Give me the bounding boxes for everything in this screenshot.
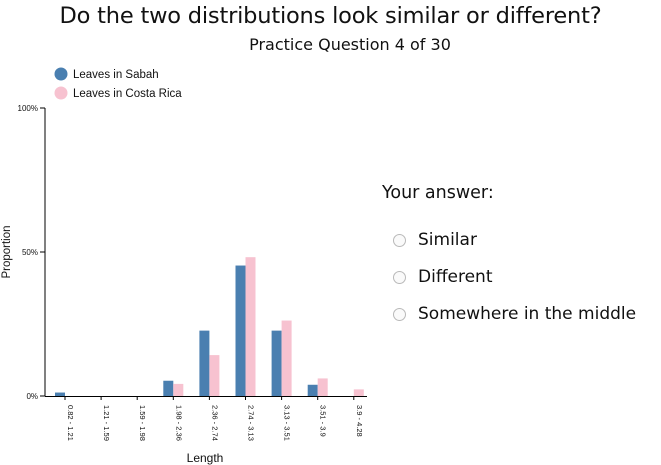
- bar-sabah-5: [235, 265, 246, 396]
- bar-sabah-7: [307, 384, 318, 396]
- legend-swatch-costa-rica: [54, 86, 68, 100]
- x-tick-label: 0.82 - 1.21: [66, 405, 75, 441]
- legend-swatch-sabah: [54, 67, 68, 81]
- x-tick-label: 2.74 - 3.13: [247, 405, 256, 441]
- option-different[interactable]: Different: [393, 265, 493, 289]
- bar-sabah-4: [199, 330, 210, 396]
- bar-costa-rica-8: [353, 389, 364, 396]
- bar-sabah-3: [163, 380, 174, 396]
- legend-label-costa-rica: Leaves in Costa Rica: [73, 88, 182, 100]
- option-somewhere-in-the-middle-label: Somewhere in the middle: [418, 304, 637, 324]
- radio-similar[interactable]: [393, 233, 406, 247]
- bar-costa-rica-6: [281, 320, 292, 396]
- radio-different[interactable]: [393, 270, 406, 284]
- question-progress: Practice Question 4 of 30: [249, 35, 451, 54]
- option-somewhere-in-the-middle[interactable]: Somewhere in the middle: [393, 302, 636, 326]
- x-tick-label: 3.13 - 3.51: [283, 405, 292, 441]
- y-tick-label: 100%: [18, 104, 38, 113]
- option-similar[interactable]: Similar: [393, 228, 477, 252]
- y-tick-label: 50%: [22, 248, 38, 257]
- option-similar-label: Similar: [418, 230, 477, 250]
- x-axis-label: Length: [187, 451, 224, 465]
- answer-title: Your answer:: [382, 183, 494, 203]
- legend-label-sabah: Leaves in Sabah: [73, 69, 159, 81]
- histogram-chart: Leaves in Sabah Leaves in Costa Rica 0% 5…: [1, 67, 367, 465]
- answer-panel: Your answer: Similar Different Somewhere…: [382, 180, 636, 324]
- option-different-label: Different: [418, 267, 493, 287]
- question-text: Do the two distributions look similar or…: [59, 3, 602, 29]
- x-tick-label: 1.59 - 1.98: [138, 405, 147, 441]
- bar-costa-rica-5: [245, 257, 256, 396]
- x-tick-label: 3.9 - 4.28: [355, 405, 364, 437]
- x-tick-label: 1.98 - 2.36: [174, 405, 183, 441]
- bar-costa-rica-4: [209, 355, 220, 396]
- legend: Leaves in Sabah Leaves in Costa Rica: [54, 67, 182, 100]
- x-tick-label: 3.51 - 3.9: [319, 405, 328, 437]
- x-tick-label: 2.36 - 2.74: [210, 405, 219, 441]
- bar-sabah-0: [55, 392, 65, 396]
- y-axis-label: Proportion: [1, 225, 13, 278]
- radio-somewhere-in-the-middle[interactable]: [393, 307, 406, 321]
- bar-sabah-6: [271, 330, 282, 396]
- bar-costa-rica-7: [317, 378, 328, 396]
- bar-costa-rica-3: [173, 383, 184, 396]
- y-tick-label: 0%: [26, 392, 38, 401]
- x-tick-label: 1.21 - 1.59: [102, 405, 111, 441]
